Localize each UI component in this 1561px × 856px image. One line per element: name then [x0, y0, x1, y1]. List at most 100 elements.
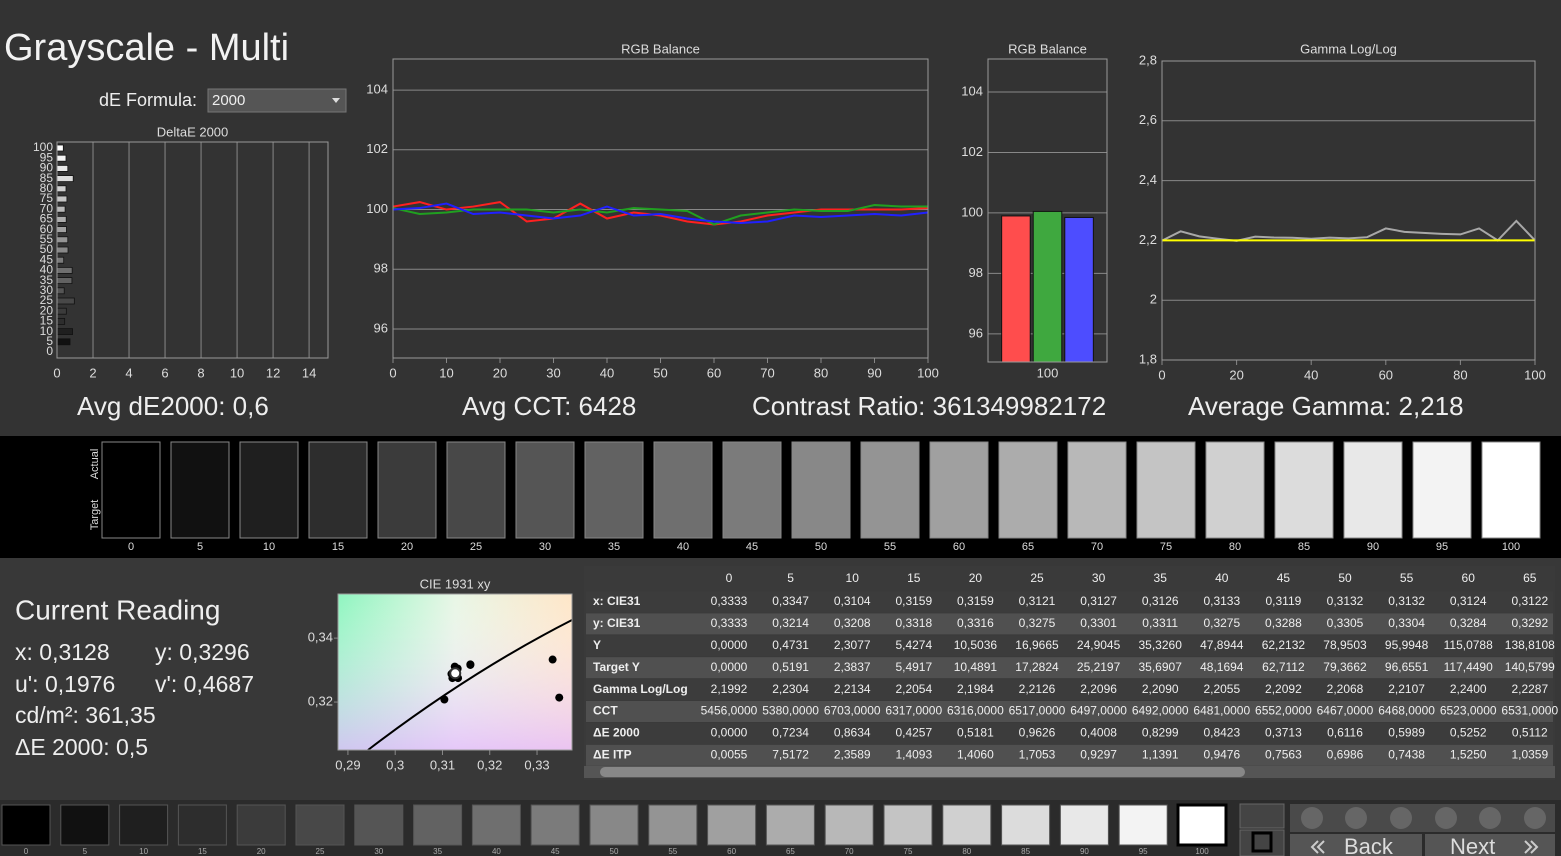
table-cell: 0,7563: [1265, 747, 1302, 761]
y-tick-label: 80: [40, 181, 54, 195]
swatch-button[interactable]: [1, 804, 51, 846]
table-cell: 0,9297: [1080, 747, 1117, 761]
formula-select[interactable]: [207, 88, 347, 113]
x-tick-label: 60: [1379, 367, 1393, 382]
swatch-button[interactable]: [354, 804, 404, 846]
swatch-button[interactable]: [883, 804, 933, 846]
swatch-button[interactable]: [648, 804, 698, 846]
swatch-button-label: 35: [433, 847, 442, 856]
swatch-button[interactable]: [177, 804, 227, 846]
y-tick-label: 55: [40, 232, 54, 246]
table-cell: 0,3301: [1080, 616, 1117, 630]
table-cell: 0,3126: [1142, 594, 1179, 608]
swatch-button[interactable]: [589, 804, 639, 846]
table-cell: 2,2092: [1265, 682, 1302, 696]
swatch: [791, 441, 851, 539]
swatch-button-label: 70: [845, 847, 854, 856]
table-cell: 2,2055: [1203, 682, 1240, 696]
next-label: Next: [1450, 834, 1495, 856]
y-tick-label: 1,8: [1139, 351, 1157, 366]
swatch-button[interactable]: [530, 804, 580, 846]
loop-button[interactable]: [1435, 807, 1457, 829]
table-cell: 117,4490: [1444, 660, 1493, 674]
table-cell: 0,3133: [1203, 594, 1240, 608]
table-cell: 0,3304: [1388, 616, 1425, 630]
bar: [1064, 216, 1094, 363]
y-tick-label: 50: [40, 242, 54, 256]
swatch-button[interactable]: [707, 804, 757, 846]
swatch-label: 80: [1229, 541, 1241, 553]
plot-border: [1161, 60, 1536, 361]
swatch-button[interactable]: [471, 804, 521, 846]
swatch-button[interactable]: [236, 804, 286, 846]
y-tick-label: 2,8: [1139, 52, 1157, 67]
plot-border: [392, 58, 929, 359]
y-tick-label: 0,32: [308, 693, 333, 708]
column-header: 20: [969, 571, 983, 585]
swatch-button-label: 90: [1080, 847, 1089, 856]
back-button[interactable]: [1290, 834, 1422, 856]
table-cell: 0,3318: [895, 616, 932, 630]
swatch-button[interactable]: [60, 804, 110, 846]
table-cell: 2,2054: [895, 682, 932, 696]
swatch-button[interactable]: [824, 804, 874, 846]
swatch-button[interactable]: [119, 804, 169, 846]
table-cell: 1,5250: [1450, 747, 1487, 761]
y-tick-label: 75: [40, 191, 54, 205]
swatch-button[interactable]: [1176, 803, 1228, 847]
table-row: [586, 635, 1553, 657]
swatch: [446, 441, 506, 539]
y-tick-label: 100: [33, 140, 53, 154]
series-line: [392, 204, 928, 226]
series-line: [392, 201, 929, 226]
bar: [56, 338, 71, 346]
swatch-label: 35: [608, 541, 620, 553]
swatch-button[interactable]: [413, 804, 463, 846]
table-cell: 2,2400: [1450, 682, 1487, 696]
swatch: [584, 441, 644, 539]
y-tick-label: 15: [40, 314, 54, 328]
table-cell: 78,9503: [1323, 638, 1367, 652]
swatch-button[interactable]: [1059, 804, 1109, 846]
step-button[interactable]: [1390, 807, 1412, 829]
swatch-button-label: 100: [1195, 847, 1209, 856]
table-cell: 5456,0000: [701, 704, 758, 718]
option-button[interactable]: [1524, 807, 1546, 829]
row-label: Target Y: [593, 660, 640, 674]
x-tick-label: 0,29: [335, 757, 360, 772]
swatch-button[interactable]: [295, 804, 345, 846]
y-tick-label: 98: [374, 261, 388, 276]
y-tick-label: 90: [40, 161, 54, 175]
table-cell: 0,0000: [711, 660, 748, 674]
next-button[interactable]: [1425, 834, 1555, 856]
scrollbar-thumb[interactable]: [600, 767, 1245, 777]
reading: v': 0,4687: [155, 671, 254, 697]
swatch: [1274, 441, 1334, 539]
bar: [56, 328, 73, 336]
swatch-label: 20: [401, 541, 413, 553]
table-cell: 79,3662: [1323, 660, 1367, 674]
x-tick-label: 0,33: [524, 757, 549, 772]
swatch-button[interactable]: [942, 804, 992, 846]
swatch-button-label: 20: [257, 847, 266, 856]
refresh-button[interactable]: [1479, 807, 1501, 829]
reading: ΔE 2000: 0,5: [15, 734, 148, 760]
x-tick-label: 80: [1453, 367, 1467, 382]
x-tick-label: 60: [707, 365, 721, 380]
table-cell: 0,3122: [1511, 594, 1548, 608]
table-cell: 0,6116: [1327, 726, 1363, 740]
stop-button[interactable]: [1301, 807, 1323, 829]
swatch-button[interactable]: [1001, 804, 1051, 846]
table-cell: 6468,0000: [1378, 704, 1435, 718]
table-cell: 62,7112: [1262, 660, 1305, 674]
button[interactable]: [1239, 803, 1285, 829]
play-button[interactable]: [1345, 807, 1367, 829]
bar: [56, 175, 74, 183]
swatch-button[interactable]: [765, 804, 815, 846]
table-cell: 6523,0000: [1440, 704, 1497, 718]
y-tick-label: 0,34: [308, 630, 333, 645]
swatch-button[interactable]: [1118, 804, 1168, 846]
swatch: [929, 441, 989, 539]
icon: [1251, 831, 1273, 853]
